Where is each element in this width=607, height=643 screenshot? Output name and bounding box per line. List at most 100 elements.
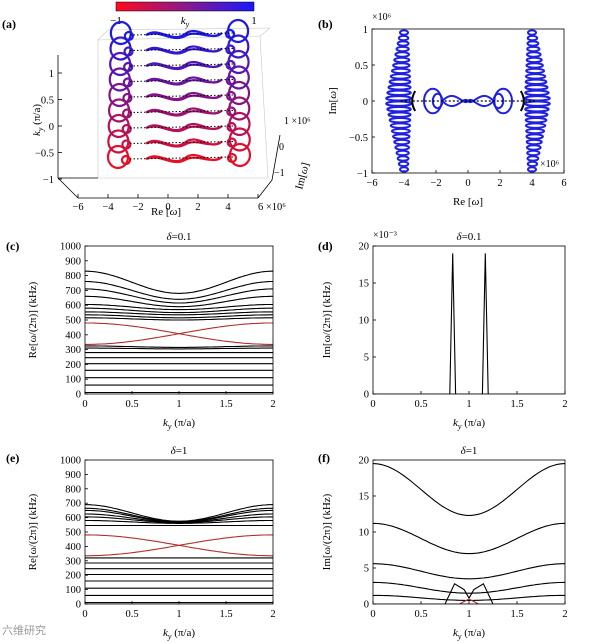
b-fan-ellipse [399,29,409,36]
panel-f-ylabel: Im[ω/(2π)] (kHz) [321,493,333,570]
a-x-tick-label: −2 [132,202,143,213]
a-x-tick-label: −6 [72,202,83,213]
b-fan-ellipse [525,144,542,151]
b-fan-ellipse [524,111,549,118]
a-loop-right-inner [226,137,237,148]
watermark: 六维研究 [2,625,46,637]
panel-a-axes [57,55,281,199]
b-fan-ellipse [396,40,410,47]
panel-d-exponent: ×10⁻³ [373,230,397,241]
b-fan-ellipse [524,122,547,129]
series-red_cross_2 [85,534,273,557]
a-loop-left-inner [121,108,133,119]
b-x-tick-label: 0 [465,178,470,189]
panel-e-series [85,504,273,604]
a-loop-right-inner [225,59,236,71]
a-loop-row [109,18,250,46]
b-fan-ellipse [395,45,410,53]
b-x-tick-label: −6 [366,178,377,189]
panel-b-letter: (b) [318,17,333,31]
a-loop-row [108,80,251,108]
a-y-tick-label: −1 [43,175,54,186]
a-loop-middle [145,153,223,164]
b-fan-ellipse [394,144,411,151]
b-fan-core [519,90,525,112]
series-spike_right [481,253,489,394]
panel-a-loops [106,18,252,170]
b-fan-ellipse [525,133,544,140]
y-tick-label: 1000 [60,242,81,253]
x-tick-label: 2 [562,399,567,410]
y-tick-label: 700 [65,286,81,297]
series-band13 [85,307,273,314]
panel-d-letter: (d) [318,239,333,253]
b-fan-ellipse [526,155,540,162]
b-fan-ellipse [526,40,540,47]
series-band9 [85,345,273,348]
b-fan-ellipse [527,166,537,173]
b-fan-ellipse [524,84,549,91]
x-tick-label: 0 [370,609,375,620]
b-fan-ellipse [525,67,546,75]
b-fan-ellipse [394,51,411,58]
panel-d-ylabel: Im[ω/(2π)] (kHz) [321,281,333,358]
b-fan-ellipse [390,127,411,135]
b-fan-left [385,29,413,173]
series-band_4 [373,581,565,594]
b-fan-ellipse [385,95,413,102]
series-band15 [85,295,273,308]
b-fan-ellipse [393,56,411,64]
series-arch_left [444,583,470,604]
b-fan-core [411,90,417,112]
panel-c-series [85,270,273,394]
panel-e-title: δ=1 [171,445,188,457]
colorbar-min-label: −1 [110,15,122,27]
colorbar-label: ky [181,15,190,29]
b-fan-ellipse [525,138,543,146]
a-z-tick-label: 1 ×10⁶ [284,116,311,127]
y-tick-label: 15 [359,279,370,290]
b-fan-ellipse [526,45,541,53]
a-y-tick-label: 0.5 [41,96,54,107]
a-loop-row [108,65,250,92]
a-loop-left-inner [121,139,132,150]
b-fan-ellipse [386,106,412,113]
b-fan-ellipse [385,100,413,107]
b-fan-ellipse [389,73,412,80]
a-loop-middle [145,122,223,133]
panel-a-zlabel: Im[ω] [293,161,312,191]
panel-c-ylabel: Re[ω/(2π)] (kHz) [27,281,39,358]
series-band10 [85,317,273,321]
y-tick-label: 100 [65,375,81,386]
panel-e-ylabel: Re[ω/(2π)] (kHz) [27,493,39,570]
x-tick-label: 0.5 [414,609,427,620]
b-fan-ellipse [523,95,551,102]
b-fan-ellipse [524,73,547,80]
x-tick-label: 1 [176,609,181,620]
x-tick-label: 1 [466,609,471,620]
y-tick-label: 600 [65,513,81,524]
panel-e-xlabel: ky (π/a) [163,627,195,641]
colorbar: −1 ky 1 [110,1,257,29]
a-loop-middle [145,76,223,86]
panel-b-ticks: −6 −4 −2 0 2 4 6 1 0.5 0 −0.5 −1 [349,25,567,189]
series-band_2 [373,522,565,555]
a-loop-left-inner [120,154,132,166]
b-fan-ellipse [524,116,548,124]
a-loop-left-inner [123,61,134,73]
b-fan-ellipse [525,51,542,58]
b-fan-ellipse [387,84,412,91]
panel-f-xlabel: ky (π/a) [453,627,485,641]
panel-f-frame [372,459,566,605]
a-z-tick-label: −1 [274,168,285,179]
b-fan-ellipse [525,56,543,64]
a-y-tick-label: 1 [49,69,54,80]
b-fan-ellipse [399,166,409,173]
b-fan-ellipse [397,34,410,42]
b-y-tick-label: 1 [363,25,368,36]
a-loop-row [107,111,251,139]
b-y-tick-label: 0 [363,97,368,108]
b-fan-ellipse [524,106,550,113]
series-band14 [85,303,273,311]
